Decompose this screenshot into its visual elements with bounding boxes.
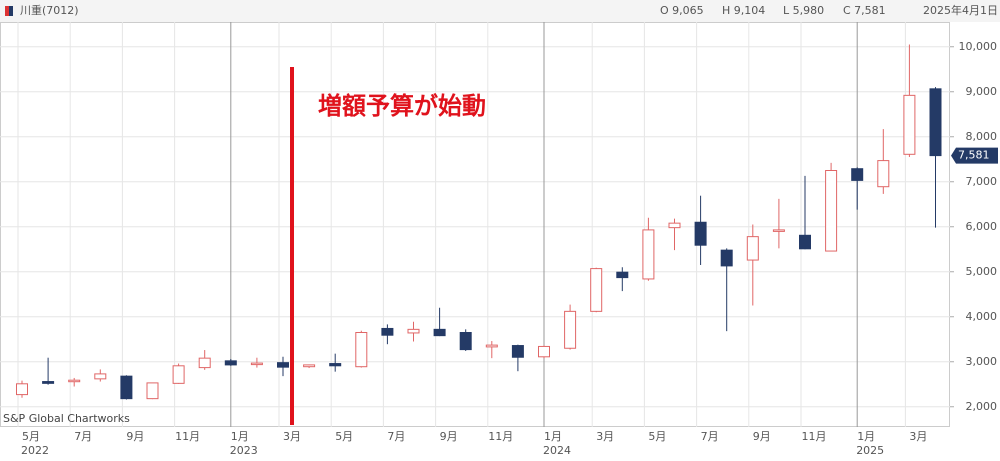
candle-body [877, 160, 890, 188]
x-tick-label: 5月 [335, 430, 353, 443]
candle-body [68, 379, 81, 383]
header-bar [0, 0, 1000, 22]
year-label: 2024 [543, 444, 571, 457]
x-tick-label: 5月 [648, 430, 666, 443]
candle-body [224, 360, 237, 366]
year-label: 2023 [230, 444, 258, 457]
candle-body [459, 332, 472, 351]
price-tag [951, 147, 998, 164]
y-tick-label: 7,000 [966, 175, 998, 188]
candle-body [381, 327, 394, 336]
x-tick-label: 7月 [387, 430, 405, 443]
x-tick-label: 11月 [175, 430, 200, 443]
year-label: 2025 [856, 444, 884, 457]
y-tick-label: 9,000 [966, 85, 998, 98]
x-tick-label: 1月 [544, 430, 562, 443]
x-tick-label: 9月 [440, 430, 458, 443]
price-tag-label: 7,581 [958, 149, 990, 162]
candle-body [616, 271, 629, 279]
low-price: L 5,980 [783, 4, 824, 17]
candle-body [694, 221, 707, 246]
x-tick-label: 7月 [701, 430, 719, 443]
candle-body [799, 234, 811, 250]
candle-body [198, 357, 211, 369]
x-tick-label: 3月 [596, 430, 614, 443]
x-tick-label: 3月 [283, 430, 301, 443]
credit: S&P Global Chartworks [3, 412, 130, 425]
y-tick-label: 3,000 [966, 355, 998, 368]
x-tick-label: 9月 [126, 430, 144, 443]
y-tick-label: 2,000 [966, 400, 998, 413]
candle-body [303, 364, 316, 368]
candle-body [16, 383, 28, 396]
candle-body [590, 268, 603, 312]
x-tick-label: 9月 [753, 430, 771, 443]
symbol-icon [5, 6, 9, 16]
year-label: 2022 [21, 444, 49, 457]
candle-body [903, 94, 916, 155]
candle-body [825, 170, 838, 252]
y-tick-label: 4,000 [966, 310, 998, 323]
candle-body [720, 249, 733, 267]
candle-body [851, 168, 864, 181]
y-tick-label: 8,000 [966, 130, 998, 143]
candle-body [329, 363, 342, 367]
candle-body [433, 328, 446, 337]
close-price: C 7,581 [843, 4, 886, 17]
candle-body [642, 229, 655, 280]
candle-body [277, 362, 289, 368]
candle-body [42, 381, 55, 384]
candle-body [746, 236, 759, 261]
candle-body [538, 345, 550, 358]
candle-body [772, 229, 785, 232]
x-tick-label: 11月 [488, 430, 513, 443]
candle-body [564, 310, 577, 349]
candle-body [94, 373, 107, 380]
y-tick-label: 10,000 [959, 40, 998, 53]
symbol-icon [9, 6, 13, 16]
date: 2025年4月1日 [923, 3, 998, 17]
candle-body [485, 344, 498, 348]
x-tick-label: 5月 [22, 430, 40, 443]
candle-body [172, 365, 185, 384]
candle-body [120, 375, 133, 400]
annotation: 増額予算が始動 [318, 92, 486, 120]
candle-body [407, 328, 420, 334]
high-price: H 9,104 [722, 4, 765, 17]
x-tick-label: 1月 [231, 430, 249, 443]
x-tick-label: 11月 [802, 430, 827, 443]
plot-frame [0, 22, 950, 427]
x-tick-label: 7月 [74, 430, 92, 443]
x-tick-label: 1月 [857, 430, 875, 443]
x-tick-label: 3月 [909, 430, 927, 443]
candle-body [668, 222, 681, 229]
candle-body [929, 88, 942, 157]
candle-body [355, 332, 368, 368]
open-price: O 9,065 [660, 4, 704, 17]
candle-body [146, 382, 159, 400]
y-tick-label: 6,000 [966, 220, 998, 233]
candle-body [511, 345, 524, 358]
symbol: 川重(7012) [20, 3, 79, 17]
y-tick-label: 5,000 [966, 265, 998, 278]
candle-body [250, 362, 263, 366]
